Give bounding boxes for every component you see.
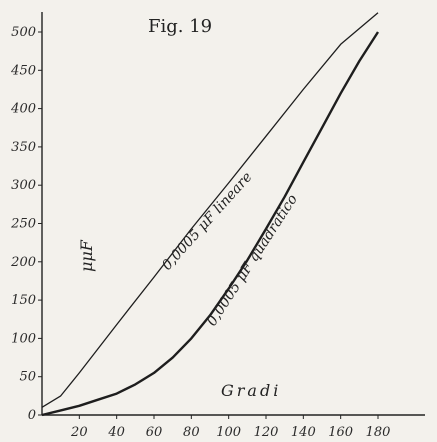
x-tick-label: 40 xyxy=(107,425,125,440)
x-tick-label: 160 xyxy=(328,425,353,440)
y-tick-label: 350 xyxy=(11,140,36,155)
series-line-1 xyxy=(41,12,379,408)
x-tick-labels: 20 40 60 80 100 120 140 160 180 xyxy=(70,415,390,440)
y-tick-label: 400 xyxy=(10,102,36,117)
y-tick-label: 100 xyxy=(11,331,36,346)
x-tick-label: 60 xyxy=(146,425,163,440)
y-tick-label: 500 xyxy=(11,25,36,40)
y-tick-label: 450 xyxy=(10,63,36,78)
axes xyxy=(41,12,425,416)
y-axis-label: μμF xyxy=(77,239,96,272)
x-tick-label: 180 xyxy=(366,425,391,440)
x-axis-label: Gradi xyxy=(221,381,281,400)
x-tick-label: 20 xyxy=(70,425,88,440)
x-tick-label: 140 xyxy=(291,425,316,440)
series-line-2 xyxy=(41,31,380,417)
y-tick-label: 0 xyxy=(28,408,36,423)
x-tick-label: 120 xyxy=(254,425,279,440)
y-tick-label: 200 xyxy=(10,255,36,270)
x-tick-label: 100 xyxy=(216,425,241,440)
y-tick-label: 150 xyxy=(11,293,36,308)
y-tick-labels: 0 50 100 150 200 250 300 350 400 450 500 xyxy=(10,25,42,423)
y-tick-label: 250 xyxy=(10,217,36,232)
series-lines xyxy=(41,12,380,417)
x-tick-label: 80 xyxy=(183,425,200,440)
series-label-1: 0,0005 μF lineare xyxy=(159,169,255,274)
y-tick-label: 50 xyxy=(19,370,36,385)
chart-title: Fig. 19 xyxy=(148,16,212,37)
y-tick-label: 300 xyxy=(11,178,36,193)
